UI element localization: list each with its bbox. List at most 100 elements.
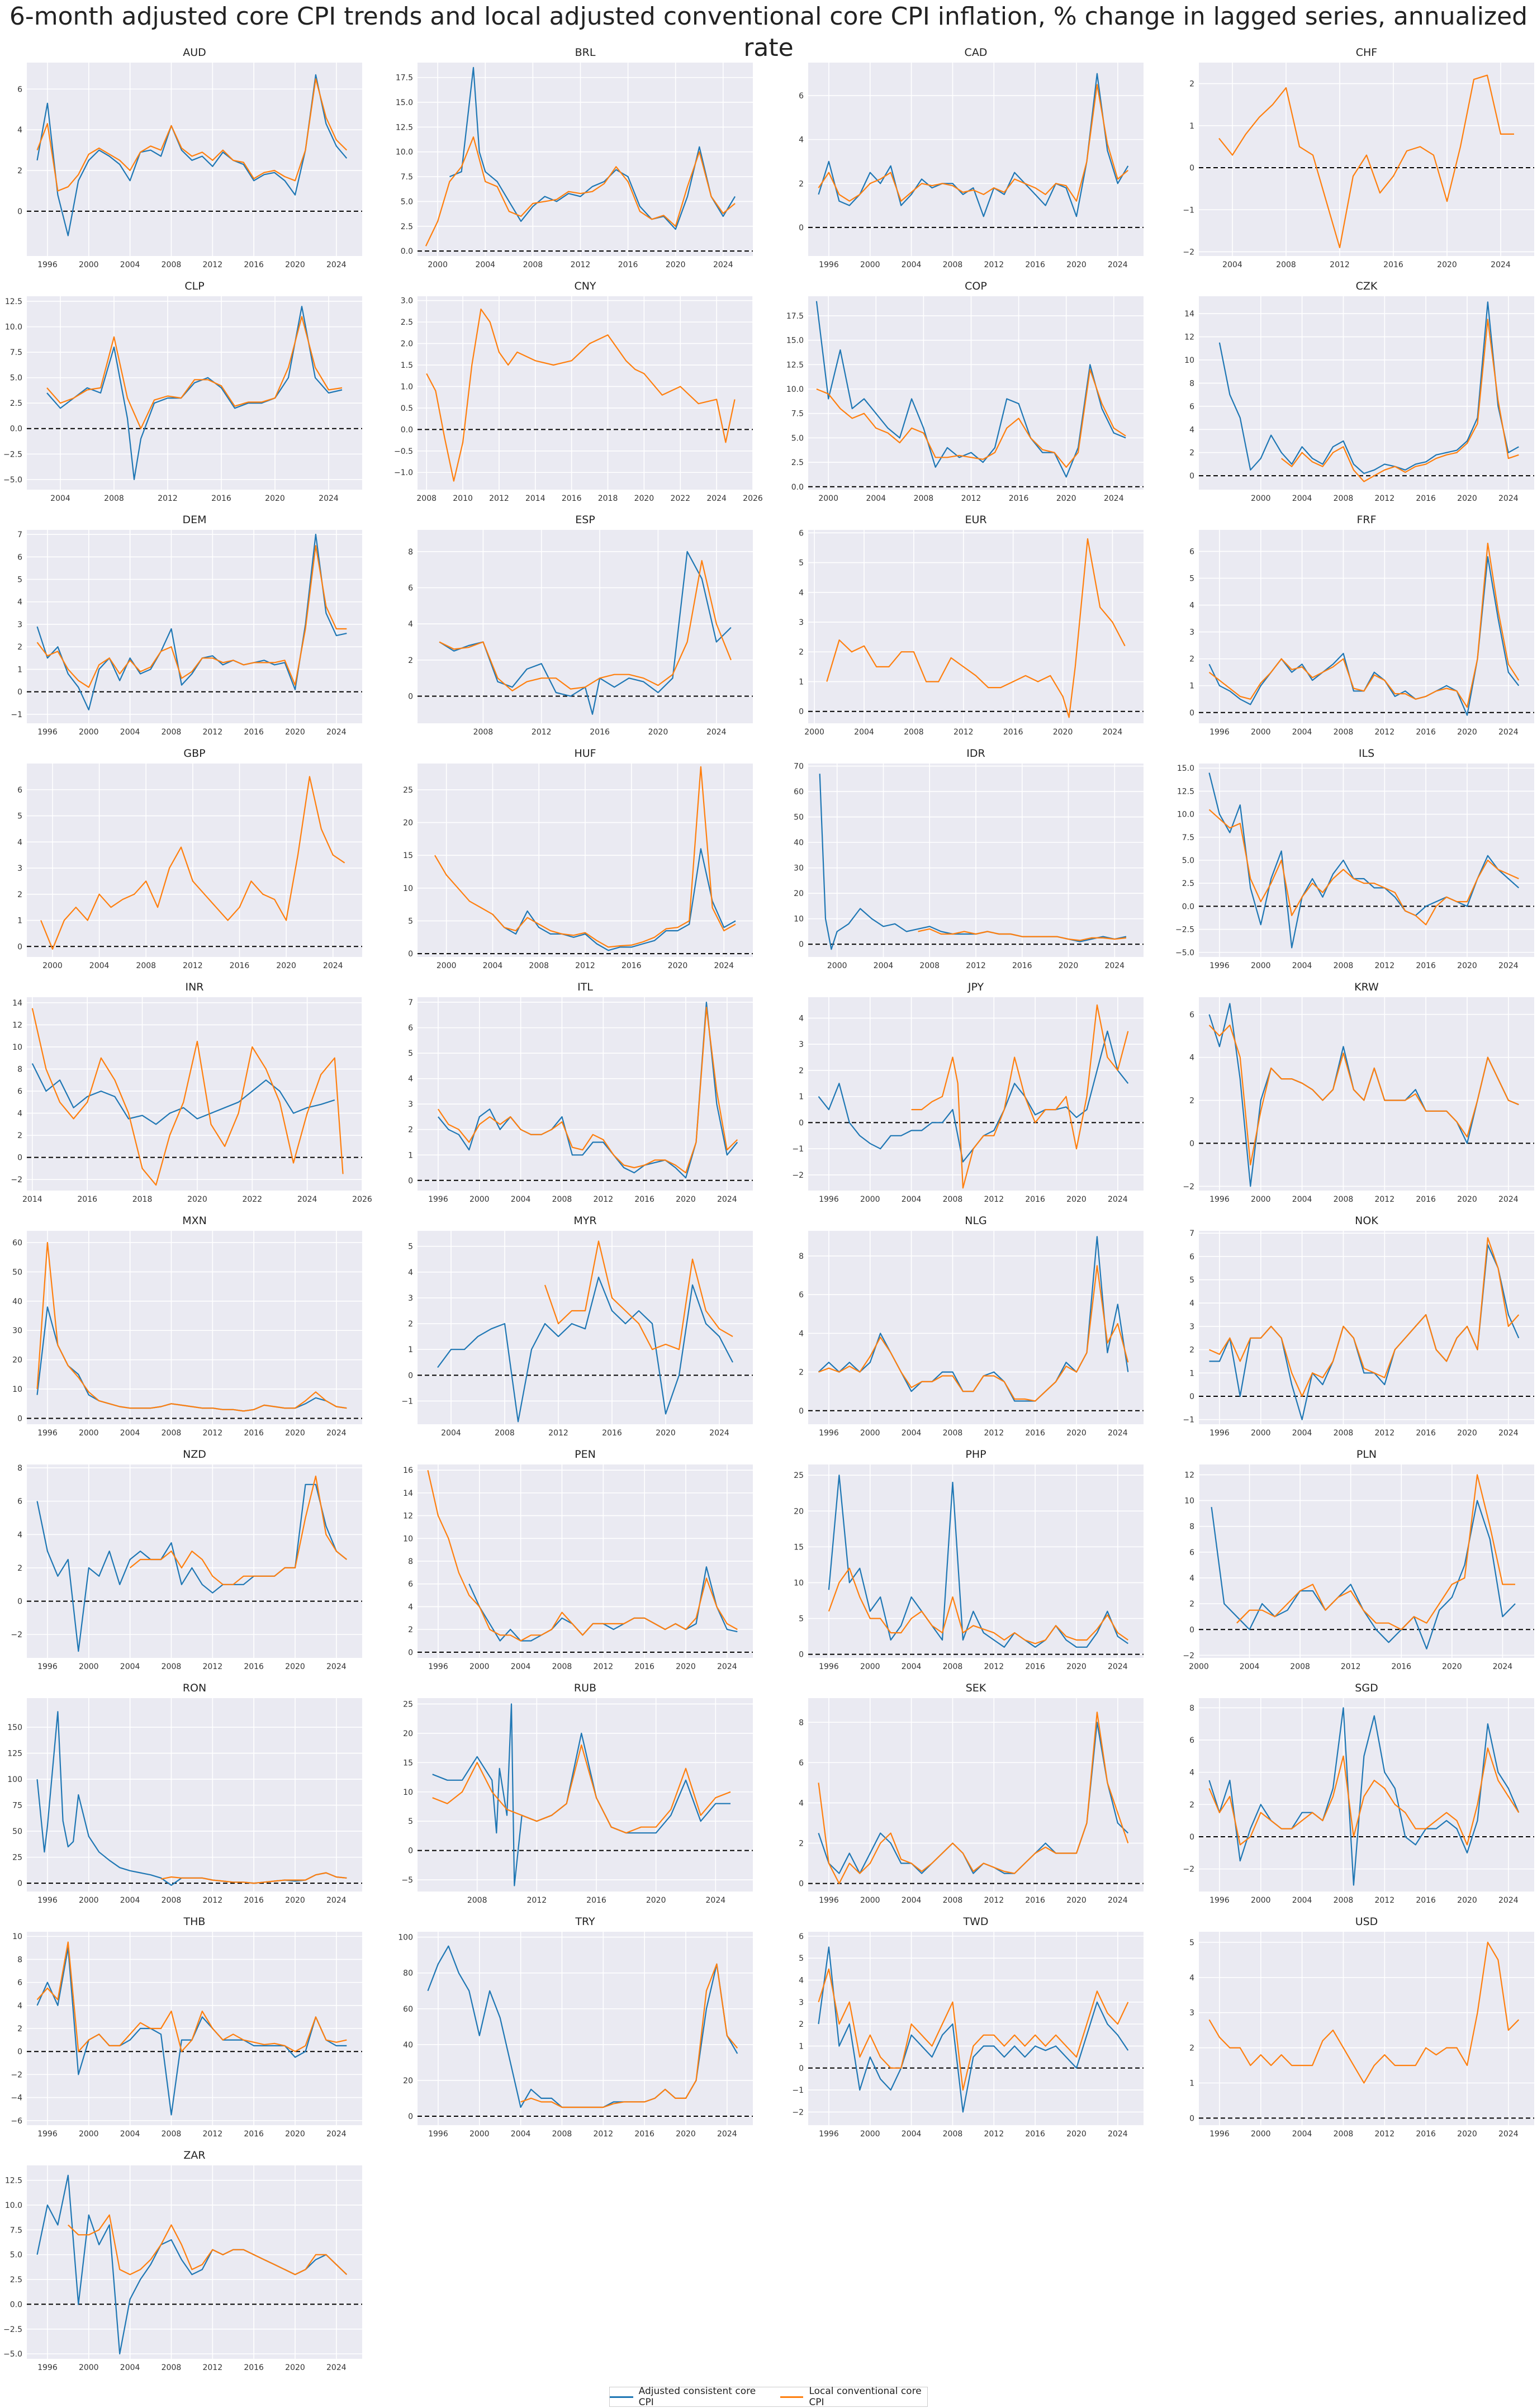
x-tick-label: 2004 (120, 1662, 140, 1671)
series-line-local (434, 766, 736, 948)
y-tick-label: 50 (794, 813, 804, 822)
y-tick-label: 0 (799, 940, 804, 949)
x-tick-label: 2012 (489, 494, 509, 503)
x-tick-label: 2008 (473, 728, 494, 737)
y-tick-label: 2 (17, 1564, 22, 1573)
y-tick-label: −2 (1183, 1182, 1194, 1191)
y-tick-label: 14 (1184, 310, 1194, 319)
x-tick-label: 2004 (120, 728, 140, 737)
y-tick-label: 4 (17, 1110, 22, 1118)
x-tick-label: 2012 (966, 961, 986, 970)
legend: Adjusted consistent core CPI Local conve… (609, 2386, 928, 2408)
x-tick-label: 2016 (244, 1429, 264, 1438)
x-tick-label: 2018 (132, 1195, 153, 1204)
x-tick-label: 2012 (202, 728, 222, 737)
y-tick-label: 12.5 (5, 2177, 22, 2186)
x-tick-label: 2024 (323, 961, 343, 970)
x-tick-label: 2000 (1251, 1195, 1271, 1204)
series-line-local (520, 1963, 738, 2108)
y-tick-label: 3 (408, 1100, 413, 1109)
x-tick-label: 2020 (1442, 1662, 1462, 1671)
y-tick-label: 8 (1189, 379, 1194, 388)
x-tick-label: 2024 (1104, 494, 1124, 503)
series-line-local (31, 1008, 344, 1186)
x-tick-label: 2024 (714, 961, 734, 970)
series-line-local (160, 1872, 347, 1884)
series-line-local (818, 1265, 1129, 1402)
y-tick-label: 1 (408, 1345, 413, 1354)
x-tick-label: 2008 (1334, 1429, 1354, 1438)
x-tick-label: 1996 (1209, 1896, 1230, 1905)
plot-area (27, 997, 362, 1191)
y-tick-label: 2 (1189, 1600, 1194, 1609)
x-tick-label: 2008 (943, 260, 963, 269)
x-tick-label: 2004 (902, 2130, 922, 2139)
x-tick-label: 2022 (242, 1195, 262, 1204)
x-tick-label: 2016 (622, 961, 642, 970)
y-tick-label: −1 (1183, 1416, 1194, 1425)
plot-area (418, 1932, 753, 2125)
x-tick-label: 2012 (961, 494, 981, 503)
y-tick-label: 80 (403, 1969, 413, 1978)
plot-area (418, 296, 753, 490)
y-tick-label: 6 (17, 1497, 22, 1506)
y-tick-label: 6 (1189, 1253, 1194, 1262)
y-tick-label: 15.0 (786, 336, 804, 345)
panel-title: RON (183, 1682, 206, 1694)
x-tick-label: 2020 (1457, 1429, 1477, 1438)
x-tick-label: 2016 (618, 260, 638, 269)
x-tick-label: 2008 (1334, 1195, 1354, 1204)
x-tick-label: 2016 (1003, 728, 1023, 737)
plot-area (808, 1698, 1144, 1892)
x-tick-label: 2016 (1025, 1195, 1045, 1204)
y-tick-label: 60 (403, 2005, 413, 2014)
x-tick-label: 2008 (162, 728, 182, 737)
y-tick-label: 6 (1189, 402, 1194, 411)
y-tick-label: 6 (799, 1291, 804, 1300)
x-tick-label: 2016 (244, 1662, 264, 1671)
y-tick-label: 2 (408, 1320, 413, 1329)
series-line-adjusted (492, 848, 736, 951)
x-tick-label: 2012 (527, 1896, 547, 1905)
x-tick-label: 2000 (79, 2363, 99, 2372)
panel-myr: MYR −1 0 1 2 3 4 5 2004 2008 2012 2016 2020 2024 (401, 1215, 753, 1438)
y-tick-label: 4 (799, 1329, 804, 1338)
y-tick-label: 2 (799, 2020, 804, 2029)
y-tick-label: 10.0 (1177, 810, 1194, 819)
panel-title: ESP (575, 514, 595, 526)
y-tick-label: 40 (794, 838, 804, 847)
panel-title: CZK (1356, 280, 1378, 292)
x-tick-label: 2024 (326, 1896, 347, 1905)
y-tick-label: 0 (799, 2064, 804, 2073)
x-tick-label: 2004 (866, 494, 886, 503)
panel-title: PHP (965, 1448, 986, 1461)
y-tick-label: 0 (17, 942, 22, 951)
x-tick-label: 2008 (136, 961, 156, 970)
y-tick-label: 0.0 (1182, 902, 1194, 911)
x-tick-label: 2024 (1498, 961, 1519, 970)
x-tick-label: 2008 (943, 1662, 963, 1671)
x-tick-label: 2004 (854, 728, 874, 737)
y-tick-label: 2 (799, 1066, 804, 1075)
x-tick-label: 2000 (1251, 728, 1271, 737)
y-tick-label: −2 (1183, 248, 1194, 257)
y-tick-label: 10 (1184, 356, 1194, 365)
y-tick-label: 2 (1189, 1097, 1194, 1106)
x-tick-label: 2016 (634, 2130, 654, 2139)
x-tick-label: 2020 (676, 2130, 696, 2139)
panel-title: MXN (182, 1215, 207, 1227)
series-line-local (818, 1712, 1129, 1884)
legend-item-series2: Local conventional core CPI (780, 2386, 927, 2408)
y-tick-label: 10 (1184, 1497, 1194, 1506)
panel-esp: ESP 0 2 4 6 8 2008 2012 2016 2020 2024 (408, 514, 753, 737)
x-tick-label: 2012 (1330, 260, 1350, 269)
y-tick-label: 2 (17, 1131, 22, 1140)
y-tick-label: 25 (403, 786, 413, 795)
y-tick-label: 12.5 (1177, 787, 1194, 796)
x-tick-label: 2000 (79, 1429, 99, 1438)
y-tick-label: 4 (408, 620, 413, 629)
y-tick-label: 0 (408, 2112, 413, 2121)
x-tick-label: 2004 (1240, 1662, 1260, 1671)
series-line-adjusted (818, 1946, 1129, 2113)
x-tick-label: 2016 (1416, 2130, 1436, 2139)
